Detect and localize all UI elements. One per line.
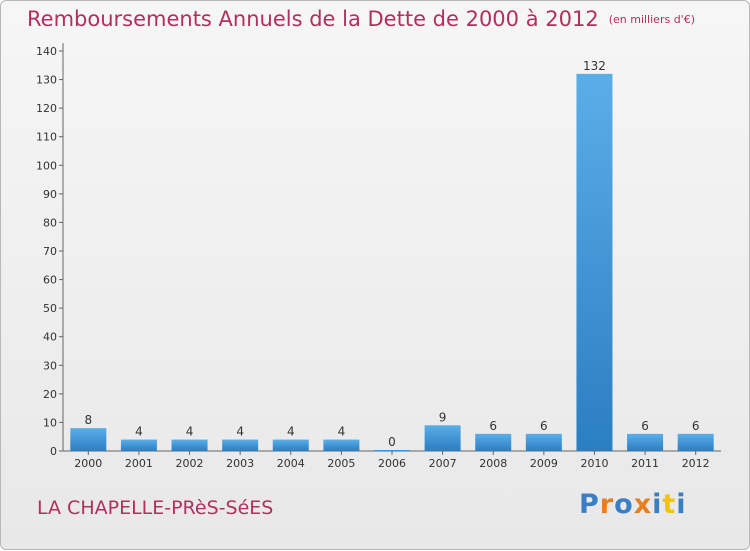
- x-tick-label: 2005: [327, 457, 355, 470]
- x-tick-label: 2011: [631, 457, 659, 470]
- x-tick-label: 2010: [580, 457, 608, 470]
- data-label: 6: [692, 419, 700, 433]
- bar: [424, 425, 461, 451]
- chart-title: Remboursements Annuels de la Dette de 20…: [27, 7, 695, 31]
- logo-letter: P: [579, 489, 600, 520]
- data-label: 4: [135, 425, 143, 439]
- data-label: 132: [583, 59, 606, 73]
- x-tick-label: 2002: [176, 457, 204, 470]
- x-tick-label: 2004: [277, 457, 305, 470]
- bar: [677, 433, 714, 451]
- y-tick-label: 80: [43, 216, 57, 229]
- town-name: LA CHAPELLE-PRèS-SéES: [37, 497, 274, 519]
- bar: [374, 450, 410, 451]
- x-tick-label: 2006: [378, 457, 406, 470]
- y-tick-label: 100: [36, 159, 57, 172]
- data-label: 6: [489, 419, 497, 433]
- y-tick-label: 140: [36, 45, 57, 58]
- data-label: 9: [439, 410, 447, 424]
- bar: [70, 428, 107, 451]
- logo-letter: x: [633, 489, 653, 520]
- y-tick-label: 70: [43, 245, 57, 258]
- bar: [525, 433, 562, 451]
- bar: [272, 439, 309, 451]
- x-tick-label: 2007: [429, 457, 457, 470]
- data-label: 4: [287, 425, 295, 439]
- x-tick-label: 2001: [125, 457, 153, 470]
- bar: [171, 439, 208, 451]
- x-tick-label: 2008: [479, 457, 507, 470]
- bar: [475, 433, 512, 451]
- y-tick-label: 20: [43, 388, 57, 401]
- y-tick-label: 30: [43, 359, 57, 372]
- y-tick-label: 10: [43, 416, 57, 429]
- bar: [576, 73, 613, 451]
- x-tick-label: 2012: [682, 457, 710, 470]
- data-label: 6: [540, 419, 548, 433]
- y-tick-label: 50: [43, 302, 57, 315]
- x-tick-label: 2003: [226, 457, 254, 470]
- bar: [627, 433, 664, 451]
- bar: [323, 439, 360, 451]
- proxiti-logo: Proxiti: [579, 489, 687, 520]
- data-label: 6: [641, 419, 649, 433]
- data-label: 0: [388, 435, 396, 449]
- y-tick-label: 0: [50, 445, 57, 458]
- data-label: 4: [186, 425, 194, 439]
- y-tick-label: 110: [36, 131, 57, 144]
- y-tick-label: 90: [43, 188, 57, 201]
- chart-title-text: Remboursements Annuels de la Dette de 20…: [27, 7, 599, 31]
- logo-letter: r: [599, 489, 615, 520]
- logo-letter: i: [676, 489, 687, 520]
- bar: [222, 439, 259, 451]
- logo-letter: o: [614, 489, 634, 520]
- y-tick-label: 60: [43, 274, 57, 287]
- unit-note: (en milliers d'€): [608, 13, 695, 26]
- logo-letter: i: [652, 489, 663, 520]
- data-label: 4: [236, 425, 244, 439]
- bar: [120, 439, 157, 451]
- x-tick-label: 2009: [530, 457, 558, 470]
- y-tick-label: 120: [36, 102, 57, 115]
- logo-letter: t: [662, 489, 677, 520]
- y-tick-label: 40: [43, 331, 57, 344]
- data-label: 8: [84, 413, 92, 427]
- x-tick-label: 2000: [74, 457, 102, 470]
- y-tick-label: 130: [36, 74, 57, 87]
- data-label: 4: [338, 425, 346, 439]
